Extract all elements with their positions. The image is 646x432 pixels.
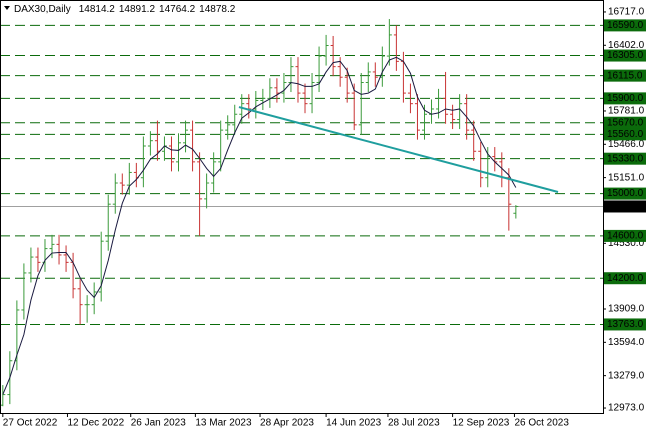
level-label-box (604, 318, 646, 331)
moving-average (2, 56, 517, 395)
level-label: 14600.0 (607, 231, 644, 242)
y-tick-label: 15466.0 (608, 139, 645, 150)
level-label-box (604, 229, 646, 242)
level-label-box (604, 69, 646, 82)
header-open: 14814.2 (79, 4, 116, 15)
level-label-box (604, 49, 646, 62)
level-label-box (604, 128, 646, 141)
y-tick-label: 16402.0 (608, 40, 645, 51)
x-tick-label: 12 Dec 2022 (67, 418, 124, 429)
x-tick-label: 28 Apr 2023 (260, 418, 314, 429)
level-label-box (604, 92, 646, 105)
header-high: 14891.2 (119, 4, 156, 15)
level-label: 13763.0 (607, 319, 644, 330)
y-tick-label: 13909.0 (608, 304, 645, 315)
x-tick-label: 26 Jan 2023 (131, 418, 186, 429)
level-label-box (604, 152, 646, 165)
x-tick-label: 12 Sep 2023 (453, 418, 510, 429)
price-label: 14878.2 (607, 201, 644, 212)
symbol: DAX30,Daily (14, 4, 71, 15)
y-tick-label: 15151.0 (608, 172, 645, 183)
level-label: 15900.0 (607, 93, 644, 104)
y-tick-label: 13594.0 (608, 337, 645, 348)
price-label-box (604, 200, 646, 213)
x-tick-label: 26 Oct 2023 (514, 418, 569, 429)
level-label: 16305.0 (607, 50, 644, 61)
level-label: 15560.0 (607, 129, 644, 140)
level-label: 15330.0 (607, 153, 644, 164)
y-tick-label: 14530.0 (608, 238, 645, 249)
plot-frame (0, 0, 604, 414)
chart-header: DAX30,Daily 14814.2 14891.2 14764.2 14878.2 (14, 4, 236, 15)
level-label: 15670.0 (607, 117, 644, 128)
plot-area (0, 19, 603, 407)
header-low: 14764.2 (159, 4, 196, 15)
x-tick-label: 27 Oct 2022 (3, 418, 58, 429)
level-label-box (604, 272, 646, 285)
y-tick-label: 16717.0 (608, 7, 645, 18)
level-label-box (604, 116, 646, 129)
x-tick-label: 14 Jun 2023 (326, 418, 381, 429)
header-close: 14878.2 (199, 4, 236, 15)
y-tick-label: 12973.0 (608, 403, 645, 414)
y-tick-label: 13279.0 (608, 370, 645, 381)
level-label: 16115.0 (607, 70, 643, 81)
level-label: 16590.0 (607, 20, 644, 31)
level-label-box (604, 187, 646, 200)
trend-line (238, 106, 559, 193)
level-label-box (604, 19, 646, 32)
level-label: 15000.0 (607, 188, 644, 199)
x-tick-label: 13 Mar 2023 (195, 418, 252, 429)
y-tick-label: 15781.0 (608, 106, 645, 117)
x-tick-label: 28 Jul 2023 (388, 418, 440, 429)
level-label: 14200.0 (607, 273, 644, 284)
menu-icon[interactable] (4, 6, 10, 10)
